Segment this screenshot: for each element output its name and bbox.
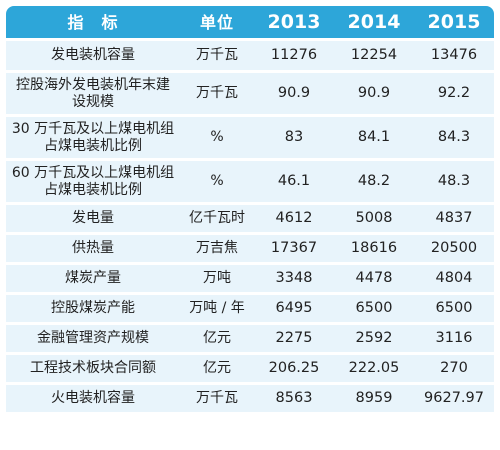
row-unit: 万吨 / 年 (189, 300, 245, 316)
row-unit: 万吨 (203, 270, 231, 286)
row-name: 控股煤炭产能 (51, 300, 135, 316)
table-row: 控股煤炭产能 万吨 / 年 6495 6500 6500 (6, 292, 494, 322)
row-unit: 亿元 (203, 330, 231, 346)
row-unit: 亿千瓦时 (189, 210, 245, 226)
row-unit: 万吉焦 (196, 240, 238, 256)
row-value-2015: 6500 (435, 300, 473, 316)
table-row: 供热量 万吉焦 17367 18616 20500 (6, 232, 494, 262)
table-row: 火电装机容量 万千瓦 8563 8959 9627.97 (6, 382, 494, 412)
row-name: 30 万千瓦及以上煤电机组占煤电装机比例 (11, 120, 175, 154)
row-value-2013: 4612 (275, 210, 313, 226)
row-value-2013: 3348 (275, 270, 313, 286)
row-name: 60 万千瓦及以上煤电机组占煤电装机比例 (11, 164, 175, 198)
row-value-2014: 84.1 (357, 129, 391, 145)
row-name: 发电量 (72, 210, 114, 226)
row-value-2013: 90.9 (277, 85, 311, 101)
row-value-2014: 222.05 (348, 360, 400, 376)
table-row: 60 万千瓦及以上煤电机组占煤电装机比例 % 46.1 48.2 48.3 (6, 158, 494, 202)
row-value-2014: 90.9 (357, 85, 391, 101)
row-value-2015: 20500 (430, 240, 478, 256)
row-unit: % (210, 173, 224, 189)
row-value-2014: 6500 (355, 300, 393, 316)
table-row: 金融管理资产规模 亿元 2275 2592 3116 (6, 322, 494, 352)
row-value-2015: 13476 (430, 47, 478, 63)
row-value-2013: 2275 (275, 330, 313, 346)
header-unit: 单位 (199, 12, 234, 32)
table-header: 指 标 单位 2013 2014 2015 (6, 6, 494, 38)
row-value-2013: 46.1 (277, 173, 311, 189)
row-value-2013: 206.25 (268, 360, 320, 376)
row-value-2015: 48.3 (437, 173, 471, 189)
row-value-2013: 83 (284, 129, 304, 145)
row-value-2013: 6495 (275, 300, 313, 316)
row-value-2013: 11276 (270, 47, 318, 63)
row-name: 发电装机容量 (51, 47, 135, 63)
row-value-2013: 8563 (275, 390, 313, 406)
header-year-2013: 2013 (267, 10, 321, 33)
header-indicator: 指 标 (67, 12, 119, 32)
row-value-2015: 3116 (435, 330, 473, 346)
row-value-2015: 84.3 (437, 129, 471, 145)
row-value-2015: 9627.97 (424, 390, 484, 406)
row-unit: 万千瓦 (196, 390, 238, 406)
row-value-2015: 4837 (435, 210, 473, 226)
row-value-2015: 4804 (435, 270, 473, 286)
row-unit: 亿元 (203, 360, 231, 376)
table-row: 发电量 亿千瓦时 4612 5008 4837 (6, 202, 494, 232)
row-value-2014: 5008 (355, 210, 393, 226)
row-value-2014: 4478 (355, 270, 393, 286)
table-row: 控股海外发电装机年末建设规模 万千瓦 90.9 90.9 92.2 (6, 70, 494, 114)
row-value-2014: 12254 (350, 47, 398, 63)
row-value-2014: 2592 (355, 330, 393, 346)
row-unit: 万千瓦 (196, 85, 238, 101)
header-year-2015: 2015 (427, 10, 481, 33)
row-name: 金融管理资产规模 (37, 330, 149, 346)
row-unit: 万千瓦 (196, 47, 238, 63)
indicator-table: 指 标 单位 2013 2014 2015 发电装机容量 万千瓦 11276 1… (6, 6, 494, 412)
row-name: 工程技术板块合同额 (30, 360, 156, 376)
table-row: 工程技术板块合同额 亿元 206.25 222.05 270 (6, 352, 494, 382)
row-value-2014: 18616 (350, 240, 398, 256)
row-name: 供热量 (72, 240, 114, 256)
row-value-2015: 270 (440, 360, 468, 376)
table-row: 30 万千瓦及以上煤电机组占煤电装机比例 % 83 84.1 84.3 (6, 114, 494, 158)
row-name: 煤炭产量 (65, 270, 121, 286)
table-row: 发电装机容量 万千瓦 11276 12254 13476 (6, 38, 494, 70)
row-unit: % (210, 129, 224, 145)
row-value-2014: 8959 (355, 390, 393, 406)
header-year-2014: 2014 (347, 10, 401, 33)
table-row: 煤炭产量 万吨 3348 4478 4804 (6, 262, 494, 292)
row-name: 控股海外发电装机年末建设规模 (16, 76, 170, 110)
row-name: 火电装机容量 (51, 390, 135, 406)
row-value-2015: 92.2 (437, 85, 471, 101)
row-value-2013: 17367 (270, 240, 318, 256)
row-value-2014: 48.2 (357, 173, 391, 189)
